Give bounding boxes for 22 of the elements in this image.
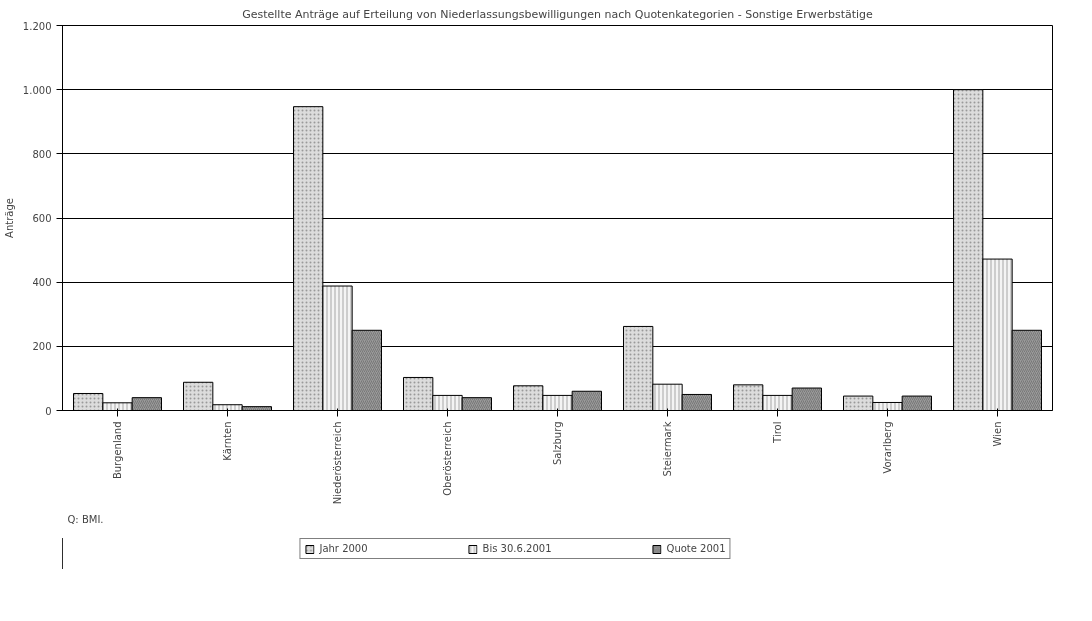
x-tick-label: Tirol	[772, 421, 783, 444]
y-tick-label: 0	[45, 405, 52, 417]
legend-label: Jahr 2000	[319, 543, 368, 554]
chart-title: Gestellte Anträge auf Erteilung von Niederlassungsbewilligungen nach Quotenkategorien - Sonstige Erwerbstätige	[242, 7, 874, 21]
y-axis-title: Anträge	[3, 198, 15, 238]
x-tick-label: Burgenland	[112, 421, 123, 480]
x-tick-label: Wien	[992, 421, 1003, 447]
x-tick-label: Kärnten	[222, 421, 233, 461]
y-tick-label: 1.200	[22, 20, 52, 32]
legend-label: Quote 2001	[666, 543, 726, 554]
y-tick-label: 800	[32, 148, 52, 160]
y-tick-label: 400	[32, 277, 52, 289]
legend-label: Bis 30.6.2001	[482, 543, 552, 554]
y-tick-label: 600	[32, 213, 52, 224]
x-tick-label: Salzburg	[552, 421, 563, 465]
x-tick-label: Vorarlberg	[882, 421, 893, 474]
text: Q: BMI.	[67, 513, 104, 525]
x-tick-label: Oberösterreich	[442, 421, 453, 496]
y-tick-label: 1.000	[22, 84, 52, 96]
y-tick-label: 200	[32, 341, 52, 353]
x-tick-label: Steiermark	[662, 421, 673, 477]
x-tick-label: Niederösterreich	[332, 421, 343, 505]
